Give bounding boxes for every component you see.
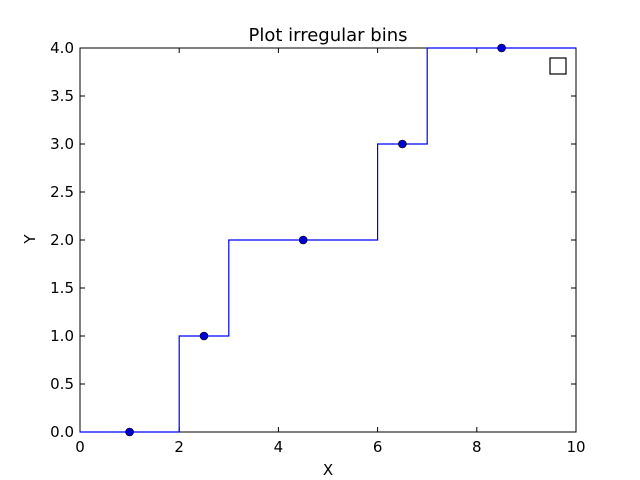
plot-area: 0 2 4 6 8 10 0.0 0.5 1.0 1.5 2.0 2.5 3.0 3.5 4.0 — [50, 39, 585, 456]
y-tick-label: 2.5 — [50, 183, 74, 201]
legend-box — [549, 57, 567, 75]
x-tick-label: 8 — [472, 438, 482, 456]
x-ticks: 0 2 4 6 8 10 — [75, 48, 586, 456]
x-tick-label: 0 — [75, 438, 85, 456]
y-tick-label: 1.5 — [50, 279, 74, 297]
data-point — [497, 43, 506, 53]
y-tick-label: 0.0 — [50, 423, 74, 441]
y-tick-label: 3.0 — [50, 135, 74, 153]
x-tick-label: 10 — [566, 438, 585, 456]
x-tick-label: 6 — [373, 438, 383, 456]
y-ticks: 0.0 0.5 1.0 1.5 2.0 2.5 3.0 3.5 4.0 — [50, 39, 576, 441]
x-tick-label: 4 — [274, 438, 284, 456]
y-tick-label: 2.0 — [50, 231, 74, 249]
y-tick-label: 3.5 — [50, 87, 74, 105]
x-tick-label: 2 — [174, 438, 184, 456]
data-point — [398, 139, 407, 149]
data-point — [298, 235, 308, 245]
y-axis-label: Y — [21, 234, 39, 245]
x-axis-label: X — [323, 461, 333, 479]
data-point — [125, 427, 134, 437]
y-tick-label: 1.0 — [50, 327, 74, 345]
data-point — [199, 331, 209, 341]
chart-title: Plot irregular bins — [248, 25, 407, 46]
y-tick-label: 4.0 — [50, 39, 74, 57]
y-tick-label: 0.5 — [50, 375, 74, 393]
series-layer — [80, 43, 576, 437]
step-line — [80, 47, 576, 433]
